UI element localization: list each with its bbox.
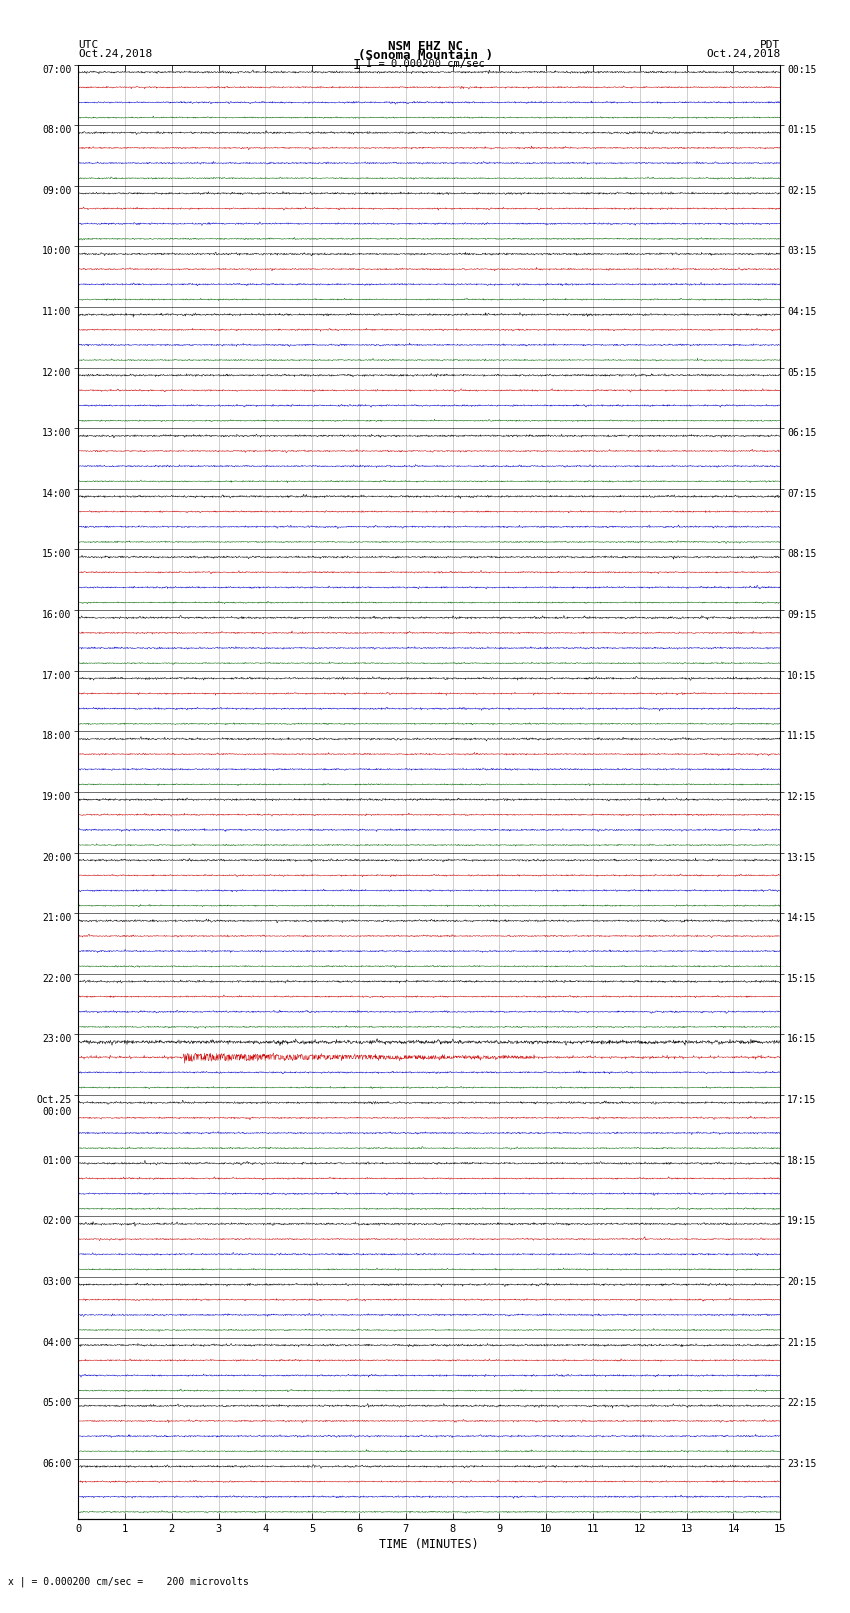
Text: Oct.24,2018: Oct.24,2018 xyxy=(78,50,152,60)
Text: Oct.24,2018: Oct.24,2018 xyxy=(706,50,780,60)
Text: I = 0.000200 cm/sec: I = 0.000200 cm/sec xyxy=(366,58,484,69)
Text: NSM EHZ NC: NSM EHZ NC xyxy=(388,39,462,53)
Text: UTC: UTC xyxy=(78,39,99,50)
Text: I: I xyxy=(353,58,361,73)
X-axis label: TIME (MINUTES): TIME (MINUTES) xyxy=(379,1539,479,1552)
Text: PDT: PDT xyxy=(760,39,780,50)
Text: (Sonoma Mountain ): (Sonoma Mountain ) xyxy=(358,50,492,63)
Text: x | = 0.000200 cm/sec =    200 microvolts: x | = 0.000200 cm/sec = 200 microvolts xyxy=(8,1576,249,1587)
